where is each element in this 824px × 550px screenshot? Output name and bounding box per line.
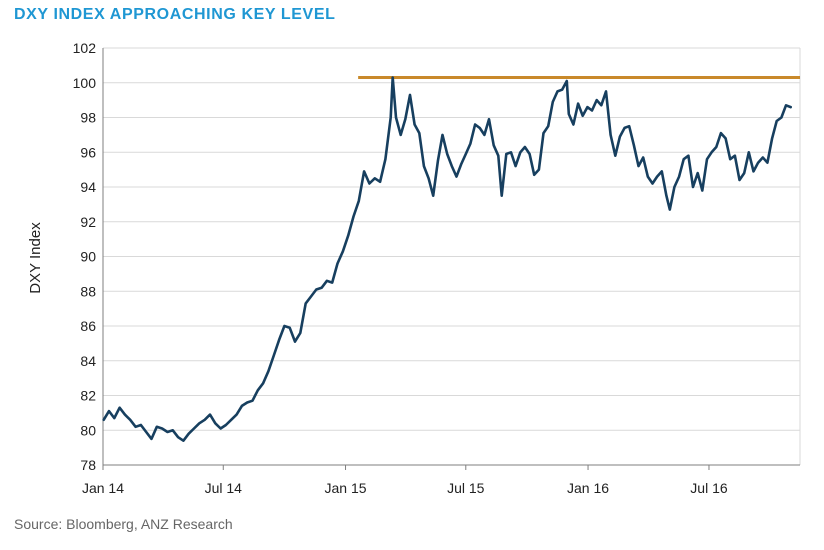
chart-title: DXY INDEX APPROACHING KEY LEVEL <box>14 6 336 23</box>
dxy-series-line <box>102 76 792 442</box>
y-tick-label: 88 <box>80 283 96 299</box>
y-tick-label: 94 <box>80 179 96 195</box>
x-tick-label: Jul 14 <box>205 480 243 496</box>
y-tick-label: 96 <box>80 144 96 160</box>
y-tick-label: 86 <box>80 318 96 334</box>
y-tick-label: 102 <box>73 40 97 56</box>
y-axis-label: DXY Index <box>27 222 44 294</box>
axes <box>102 48 800 470</box>
y-tick-label: 78 <box>80 457 96 473</box>
y-tick-label: 84 <box>80 353 96 369</box>
tick-labels: 78 80 82 84 86 88 90 92 94 96 98 100 102 Jan 14 Jul 14… <box>73 40 728 496</box>
x-tick-label: Jul 15 <box>447 480 485 496</box>
y-tick-label: 98 <box>80 110 96 126</box>
y-tick-label: 100 <box>73 75 97 91</box>
x-tick-label: Jan 16 <box>567 480 609 496</box>
source-note: Source: Bloomberg, ANZ Research <box>14 516 233 532</box>
y-tick-label: 90 <box>80 249 96 265</box>
x-tick-label: Jan 15 <box>324 480 366 496</box>
y-tick-label: 82 <box>80 388 96 404</box>
x-tick-label: Jan 14 <box>82 480 124 496</box>
y-tick-label: 80 <box>80 422 96 438</box>
series-layer <box>102 76 792 442</box>
y-tick-label: 92 <box>80 214 96 230</box>
x-tick-label: Jul 16 <box>690 480 728 496</box>
gridlines <box>103 47 801 465</box>
